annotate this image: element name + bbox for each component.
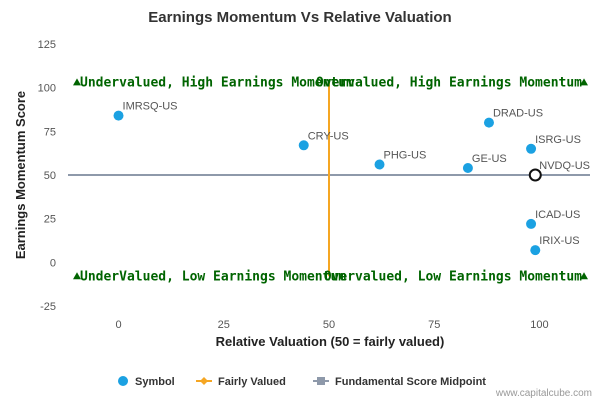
data-point xyxy=(526,143,537,154)
x-tick-label: 75 xyxy=(428,319,440,331)
data-point-label: IMRSQ-US xyxy=(123,101,178,113)
x-axis-label: Relative Valuation (50 = fairly valued) xyxy=(216,334,445,349)
y-tick-label: 50 xyxy=(44,170,56,182)
data-point-highlighted xyxy=(528,168,542,182)
y-tick-label: 100 xyxy=(38,83,56,95)
legend-symbol-label: Symbol xyxy=(135,376,175,388)
data-point xyxy=(526,218,537,229)
x-tick-label: 100 xyxy=(530,319,548,331)
legend-midpoint-marker xyxy=(317,377,325,385)
data-point xyxy=(374,159,385,170)
y-axis-ticks: 125 100 75 50 25 0 -25 xyxy=(38,39,56,313)
legend-fairly-valued-label: Fairly Valued xyxy=(218,376,286,388)
quadrant-triangle-marker xyxy=(580,78,588,86)
quadrant-markers xyxy=(73,78,588,280)
x-tick-label: 25 xyxy=(218,319,230,331)
x-axis-ticks: 0 25 50 75 100 xyxy=(115,319,548,331)
reference-lines xyxy=(68,80,590,277)
quadrant-label-top-right: Overvalued, High Earnings Momentum xyxy=(316,75,582,90)
data-point-label: ICAD-US xyxy=(535,209,580,221)
data-point-label: PHG-US xyxy=(384,150,427,162)
data-point-label: NVDQ-US xyxy=(539,160,590,172)
data-point-label: ISRG-US xyxy=(535,134,581,146)
quadrant-triangle-marker xyxy=(73,78,81,86)
quadrant-label-bottom-left: UnderValued, Low Earnings Momentum xyxy=(80,269,346,284)
chart-title: Earnings Momentum Vs Relative Valuation xyxy=(148,9,451,26)
y-axis-label: Earnings Momentum Score xyxy=(13,91,28,259)
y-tick-label: 75 xyxy=(44,126,56,138)
data-point-label: GE-US xyxy=(472,153,507,165)
quadrant-labels: Undervalued, High Earnings MomentumOverv… xyxy=(80,75,582,284)
data-point xyxy=(298,140,309,151)
quadrant-label-top-left: Undervalued, High Earnings Momentum xyxy=(80,75,354,90)
data-point-label: IRIX-US xyxy=(539,235,579,247)
y-tick-label: 25 xyxy=(44,214,56,226)
legend: Symbol Fairly Valued Fundamental Score Mid… xyxy=(118,376,486,388)
data-point xyxy=(462,163,473,174)
data-point xyxy=(483,117,494,128)
data-point-label: CRY-US xyxy=(308,130,349,142)
credit-text: www.capitalcube.com xyxy=(495,388,592,399)
data-points: IMRSQ-US CRY-US PHG-US DRAD-US ISRG-US GE-US N… xyxy=(113,101,590,256)
data-point-label: DRAD-US xyxy=(493,108,543,120)
legend-fairly-valued-marker xyxy=(200,377,208,385)
x-tick-label: 50 xyxy=(323,319,335,331)
quadrant-triangle-marker xyxy=(580,272,588,280)
data-point xyxy=(113,110,124,121)
quadrant-label-bottom-right: Overvalued, Low Earnings Momentum xyxy=(324,269,582,284)
x-tick-label: 0 xyxy=(115,319,121,331)
y-tick-label: 0 xyxy=(50,257,56,269)
y-tick-label: 125 xyxy=(38,39,56,51)
legend-midpoint-label: Fundamental Score Midpoint xyxy=(335,376,486,388)
y-tick-label: -25 xyxy=(40,301,56,313)
quadrant-triangle-marker xyxy=(73,272,81,280)
data-point xyxy=(530,245,541,256)
legend-symbol-marker xyxy=(118,376,128,386)
